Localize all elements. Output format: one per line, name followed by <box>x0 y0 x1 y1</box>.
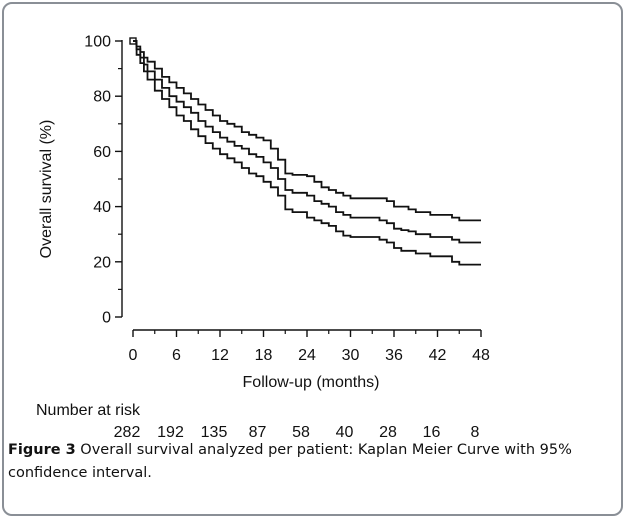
y-axis-title: Overall survival (%) <box>38 120 55 259</box>
y-tick-label: 80 <box>93 89 111 106</box>
curves <box>129 37 481 266</box>
km-estimate-line <box>133 40 481 244</box>
caption-text: Overall survival analyzed per patient: K… <box>8 442 572 481</box>
figure-caption: Figure 3 Overall survival analyzed per p… <box>8 439 608 485</box>
x-tick-label: 12 <box>211 347 229 364</box>
risk-table-value: 28 <box>379 424 397 440</box>
survival-chart: 0 20 40 60 80 100 0 6 12 18 24 30 36 42 48 Overall sur… <box>36 34 490 441</box>
x-axis-title: Follow-up (months) <box>243 374 380 391</box>
x-tick-label: 30 <box>342 347 360 364</box>
risk-table-value: 8 <box>471 424 480 440</box>
risk-table-value: 40 <box>336 424 354 440</box>
y-tick-label: 100 <box>84 34 111 51</box>
risk-table-label: Number at risk <box>36 402 141 419</box>
x-tick-label: 0 <box>129 347 138 364</box>
y-tick-label: 0 <box>102 310 111 327</box>
x-tick-label: 42 <box>429 347 447 364</box>
y-tick-label: 20 <box>93 254 111 271</box>
x-tick-label: 18 <box>255 347 273 364</box>
axes: 0 20 40 60 80 100 0 6 12 18 24 30 36 42 48 <box>84 34 490 365</box>
risk-table-value: 87 <box>249 424 267 440</box>
x-tick-label: 6 <box>172 347 181 364</box>
x-tick-label: 36 <box>385 347 403 364</box>
x-tick-label: 48 <box>472 347 490 364</box>
ci-upper-line <box>133 40 481 222</box>
axis-labels: Overall survival (%) Follow-up (months) Nu… <box>36 120 480 440</box>
x-tick-label: 24 <box>298 347 316 364</box>
y-tick-label: 40 <box>93 199 111 216</box>
risk-table-value: 135 <box>201 424 228 440</box>
censor-mark <box>129 37 137 45</box>
risk-table-value: 282 <box>114 424 141 440</box>
risk-table-value: 192 <box>157 424 184 440</box>
ci-lower-line <box>133 40 481 266</box>
risk-table-value: 16 <box>423 424 441 440</box>
y-tick-label: 60 <box>93 144 111 161</box>
risk-table-value: 58 <box>292 424 310 440</box>
caption-label: Figure 3 <box>8 442 76 458</box>
